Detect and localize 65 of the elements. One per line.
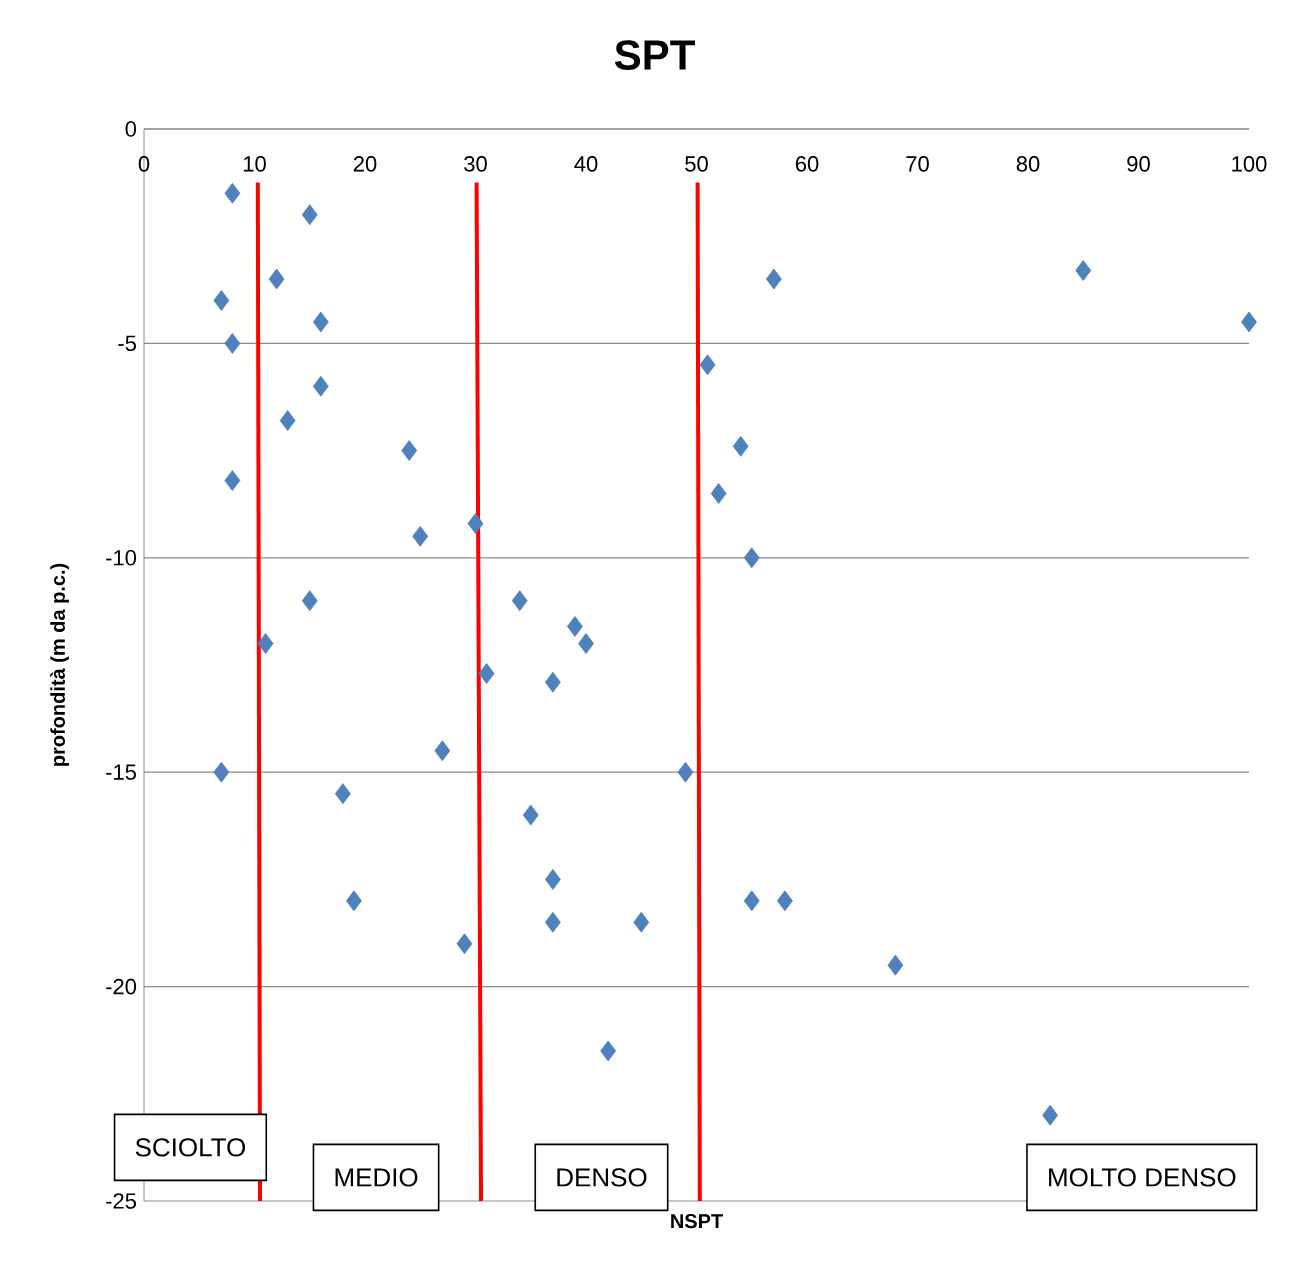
annotation: MOLTO DENSO xyxy=(1049,1168,1236,1187)
point xyxy=(600,1040,617,1062)
point xyxy=(677,761,694,783)
y-tick-label: -25 xyxy=(106,1193,136,1209)
point xyxy=(401,440,418,461)
x-tick-label: 80 xyxy=(1016,156,1040,172)
point xyxy=(301,204,318,226)
y-tick-label: -10 xyxy=(106,550,137,566)
point xyxy=(224,470,241,492)
point xyxy=(467,513,484,534)
point xyxy=(268,268,285,290)
point xyxy=(743,547,760,569)
point xyxy=(478,663,495,684)
point xyxy=(522,804,539,826)
point xyxy=(1241,311,1257,333)
point xyxy=(887,954,904,976)
x-tick-label: 60 xyxy=(795,156,819,172)
y-tick-label: 0 xyxy=(125,121,137,137)
y-tick-label: -5 xyxy=(118,335,136,352)
point xyxy=(412,525,429,547)
point xyxy=(578,633,594,654)
x-axis-title: NSPT xyxy=(671,1214,723,1229)
y-tick-label: -20 xyxy=(106,978,137,995)
point xyxy=(1042,1104,1059,1126)
point xyxy=(434,740,451,762)
x-tick-label: 70 xyxy=(906,156,929,172)
point xyxy=(224,182,241,204)
point xyxy=(213,290,230,311)
point xyxy=(346,890,362,912)
x-tick-label: 20 xyxy=(353,156,377,172)
point xyxy=(544,911,561,933)
point xyxy=(224,332,241,354)
point xyxy=(732,435,749,457)
annotation: DENSO xyxy=(557,1168,647,1187)
point xyxy=(699,354,716,376)
x-tick-label: 10 xyxy=(243,156,266,172)
x-tick-label: 50 xyxy=(685,156,708,172)
point xyxy=(456,933,473,955)
annotation: MEDIO xyxy=(335,1168,418,1187)
x-tick-label: 100 xyxy=(1232,156,1267,172)
chart-title: SPT xyxy=(614,40,695,70)
x-tick-label: 90 xyxy=(1127,156,1150,172)
x-tick-label: 40 xyxy=(574,156,598,172)
point xyxy=(633,911,650,933)
point xyxy=(301,590,318,612)
point xyxy=(710,483,727,504)
point xyxy=(213,761,230,783)
point xyxy=(279,410,296,431)
y-axis-title: profondità (m da p.c.) xyxy=(50,563,69,766)
x-tick-label: 30 xyxy=(464,156,487,172)
point xyxy=(335,783,351,805)
point xyxy=(544,868,561,890)
x-tick-label: 0 xyxy=(138,156,150,172)
point xyxy=(1075,260,1092,281)
annotation: SCIOLTO xyxy=(135,1138,246,1157)
point xyxy=(777,890,793,912)
y-tick-label: -15 xyxy=(106,764,136,780)
point xyxy=(743,890,760,912)
point xyxy=(511,590,528,612)
point xyxy=(312,311,329,333)
point xyxy=(544,671,561,693)
point xyxy=(257,633,274,654)
point xyxy=(765,268,782,290)
point xyxy=(567,616,583,637)
point xyxy=(312,375,329,397)
